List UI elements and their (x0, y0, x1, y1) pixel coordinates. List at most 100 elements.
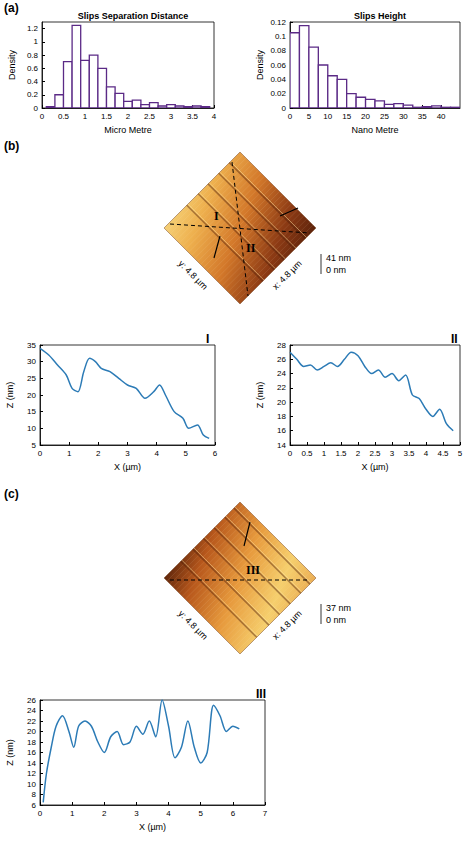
svg-text:5: 5 (184, 449, 189, 458)
svg-text:20: 20 (277, 398, 286, 407)
svg-text:26: 26 (277, 355, 286, 364)
svg-text:x: 4.8 µm: x: 4.8 µm (270, 258, 303, 291)
svg-text:0: 0 (38, 449, 43, 458)
svg-text:22: 22 (27, 717, 36, 726)
svg-text:2.5: 2.5 (144, 112, 156, 121)
svg-text:30: 30 (27, 357, 36, 366)
svg-text:y: 4.8 µm: y: 4.8 µm (176, 258, 209, 291)
svg-text:Micro Metre: Micro Metre (104, 125, 152, 135)
svg-text:4: 4 (424, 449, 429, 458)
svg-text:Density: Density (255, 49, 265, 80)
svg-text:10: 10 (27, 780, 36, 789)
svg-text:26: 26 (27, 696, 36, 705)
svg-text:37 nm: 37 nm (326, 603, 351, 613)
svg-text:1.2: 1.2 (27, 24, 39, 33)
svg-text:3: 3 (134, 809, 139, 818)
svg-text:6: 6 (231, 809, 236, 818)
svg-text:4: 4 (166, 809, 171, 818)
svg-text:0.04: 0.04 (270, 75, 286, 84)
svg-text:0 nm: 0 nm (326, 615, 346, 625)
svg-text:0: 0 (34, 104, 39, 113)
svg-text:35: 35 (418, 112, 427, 121)
svg-text:3: 3 (169, 112, 174, 121)
svg-text:20: 20 (361, 112, 370, 121)
svg-text:4: 4 (212, 112, 217, 121)
svg-text:1: 1 (83, 112, 88, 121)
svg-text:X (µm): X (µm) (361, 462, 388, 472)
svg-text:5: 5 (458, 449, 463, 458)
svg-text:(c): (c) (4, 487, 19, 501)
svg-text:0.12: 0.12 (270, 18, 286, 27)
svg-text:3.5: 3.5 (187, 112, 199, 121)
svg-text:6: 6 (32, 801, 37, 810)
svg-text:0.5: 0.5 (58, 112, 70, 121)
svg-text:5: 5 (307, 112, 312, 121)
svg-text:2.5: 2.5 (369, 449, 381, 458)
svg-text:28: 28 (277, 341, 286, 350)
svg-text:y: 4.8 µm: y: 4.8 µm (176, 608, 209, 641)
svg-text:1: 1 (34, 37, 39, 46)
svg-text:1.5: 1.5 (101, 112, 113, 121)
svg-text:14: 14 (27, 759, 36, 768)
svg-text:0.5: 0.5 (301, 449, 313, 458)
svg-text:I: I (206, 332, 209, 346)
svg-text:20: 20 (27, 391, 36, 400)
svg-text:0.02: 0.02 (270, 89, 286, 98)
svg-text:18: 18 (27, 738, 36, 747)
svg-text:3: 3 (390, 449, 395, 458)
svg-text:1: 1 (70, 809, 75, 818)
svg-text:III: III (246, 563, 260, 577)
svg-text:II: II (451, 332, 458, 346)
svg-text:0.2: 0.2 (27, 90, 39, 99)
svg-text:20: 20 (27, 727, 36, 736)
svg-text:0 nm: 0 nm (326, 265, 346, 275)
svg-text:0: 0 (288, 112, 293, 121)
svg-text:4: 4 (154, 449, 159, 458)
svg-text:X (µm): X (µm) (139, 822, 166, 832)
svg-text:II: II (246, 241, 256, 255)
svg-text:30: 30 (399, 112, 408, 121)
svg-text:X (µm): X (µm) (114, 462, 141, 472)
svg-text:18: 18 (277, 412, 286, 421)
svg-text:Slips Separation Distance: Slips Separation Distance (78, 11, 189, 21)
svg-text:6: 6 (213, 449, 218, 458)
svg-text:25: 25 (380, 112, 389, 121)
svg-text:24: 24 (27, 706, 36, 715)
svg-text:24: 24 (277, 369, 286, 378)
svg-text:(a): (a) (4, 1, 19, 15)
svg-text:7: 7 (263, 809, 268, 818)
svg-text:10: 10 (323, 112, 332, 121)
svg-text:Slips Height: Slips Height (354, 11, 406, 21)
svg-text:0: 0 (288, 449, 293, 458)
svg-text:Z (nm): Z (nm) (255, 382, 265, 409)
svg-text:4.5: 4.5 (437, 449, 449, 458)
svg-text:5: 5 (32, 441, 37, 450)
svg-text:0: 0 (40, 112, 45, 121)
svg-text:III: III (256, 687, 266, 701)
svg-text:I: I (214, 209, 219, 223)
svg-text:15: 15 (27, 407, 36, 416)
svg-text:8: 8 (32, 790, 37, 799)
svg-text:14: 14 (277, 441, 286, 450)
svg-text:15: 15 (342, 112, 351, 121)
svg-text:2: 2 (126, 112, 131, 121)
svg-text:1.5: 1.5 (335, 449, 347, 458)
svg-text:40: 40 (437, 112, 446, 121)
svg-text:25: 25 (27, 374, 36, 383)
svg-text:3: 3 (125, 449, 130, 458)
svg-text:1: 1 (67, 449, 72, 458)
svg-text:(b): (b) (4, 139, 19, 153)
svg-text:41 nm: 41 nm (326, 253, 351, 263)
svg-text:0: 0 (38, 809, 43, 818)
svg-text:2: 2 (356, 449, 361, 458)
svg-text:16: 16 (277, 426, 286, 435)
svg-text:22: 22 (277, 383, 286, 392)
svg-text:1: 1 (322, 449, 327, 458)
svg-text:0.06: 0.06 (270, 61, 286, 70)
svg-text:0.08: 0.08 (270, 46, 286, 55)
svg-text:0: 0 (282, 104, 287, 113)
svg-text:0.6: 0.6 (27, 64, 39, 73)
svg-text:Nano Metre: Nano Metre (351, 125, 398, 135)
svg-text:10: 10 (27, 424, 36, 433)
svg-text:5: 5 (198, 809, 203, 818)
